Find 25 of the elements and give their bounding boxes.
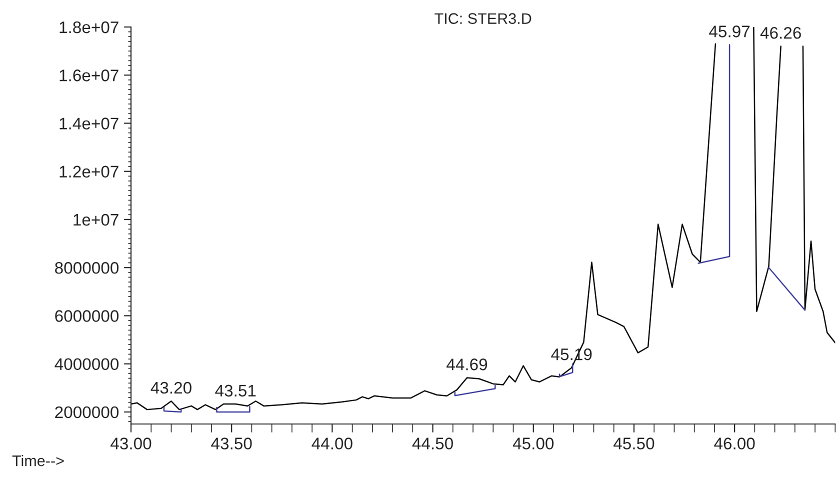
y-tick-label: 8000000: [55, 262, 119, 274]
y-tick-label: 1.4e+07: [60, 118, 118, 130]
y-tick-label: 1.6e+07: [60, 70, 118, 82]
x-tick-label: 46.00: [714, 438, 755, 450]
chart-title: TIC: STER3.D: [434, 13, 532, 24]
x-tick-label: 43.50: [211, 438, 252, 450]
x-tick-label: 45.50: [614, 438, 654, 450]
y-tick-label: 1e+07: [74, 214, 118, 226]
annotation: 45.97: [709, 26, 750, 38]
annotation: 43.20: [150, 382, 192, 394]
y-tick-label: 1.2e+07: [60, 166, 118, 178]
x-axis-title: Time-->: [12, 454, 64, 466]
annotation: 43.51: [215, 384, 256, 397]
y-tick-label: 2000000: [55, 406, 119, 418]
line-series: [558, 363, 574, 378]
y-tick-label: 4000000: [54, 358, 119, 370]
y-tick-label: 6000000: [55, 310, 119, 322]
annotation: 44.69: [446, 358, 488, 370]
line-series: [454, 384, 496, 396]
x-tick-label: 45.00: [512, 438, 554, 450]
y-tick-label: 1.8e+07: [60, 21, 118, 34]
x-tick-label: 44.50: [412, 438, 453, 450]
x-tick-label: 44.00: [312, 438, 352, 450]
annotation: 46.26: [760, 26, 801, 39]
x-tick-label: 43.00: [110, 438, 152, 450]
